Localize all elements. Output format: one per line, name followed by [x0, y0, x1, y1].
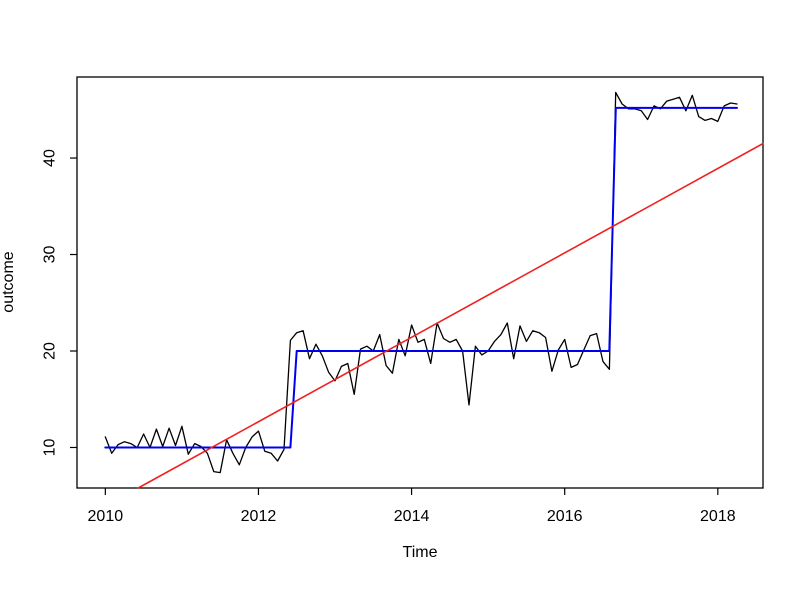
x-tick-label: 2016: [547, 508, 583, 525]
y-tick-label: 10: [42, 438, 59, 456]
x-tick-label: 2014: [394, 508, 430, 525]
plot-generated-layer: 2010 2012 2014 2016 2018 10 20 30 40: [42, 76, 764, 525]
observed-series-line: [104, 91, 738, 474]
y-tick-label: 40: [42, 149, 59, 167]
x-tick-label: 2012: [241, 508, 277, 525]
x-tick-label: 2010: [88, 508, 124, 525]
step-fit-line: [104, 106, 738, 449]
x-tick-label: 2018: [700, 508, 736, 525]
y-axis-title: outcome: [0, 251, 17, 312]
x-axis-title: Time: [403, 544, 438, 561]
plot-border: [76, 76, 764, 489]
y-tick-label: 20: [42, 342, 59, 360]
trend-line: [137, 142, 764, 489]
y-tick-label: 30: [42, 246, 59, 264]
